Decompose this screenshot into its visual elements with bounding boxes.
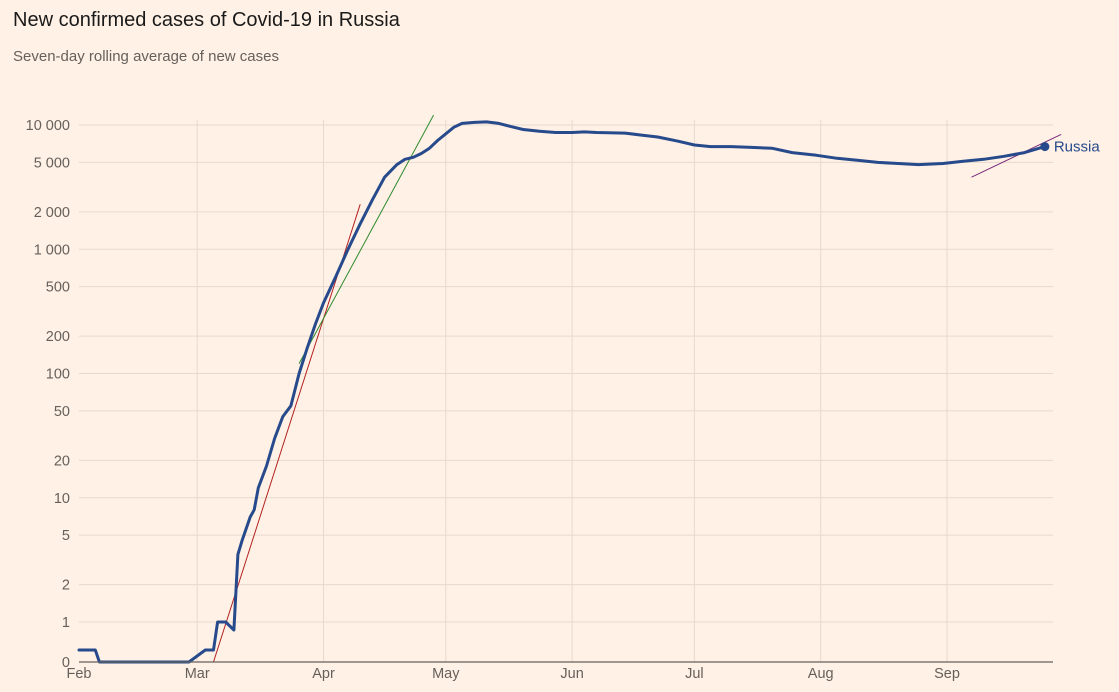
series-lines: Russia xyxy=(77,120,1101,664)
trend-lines xyxy=(213,114,1062,663)
y-tick-label: 1 xyxy=(62,615,70,631)
y-tick-label: 10 xyxy=(54,491,70,507)
trend-line-red xyxy=(213,204,361,663)
series-end-marker xyxy=(1040,142,1050,152)
x-tick-label: May xyxy=(432,666,460,682)
trend-line-green xyxy=(298,114,434,364)
y-tick-label: 10 000 xyxy=(26,118,70,134)
y-tick-label: 0 xyxy=(62,655,70,671)
series-label: Russia xyxy=(1054,139,1101,156)
y-tick-label: 200 xyxy=(46,329,70,345)
series-line xyxy=(77,120,1047,664)
chart-subtitle: Seven-day rolling average of new cases xyxy=(13,48,279,65)
x-tick-label: Aug xyxy=(808,666,834,682)
axis-labels: 0 1 2 5 10 20 50 100 200 500 1 000 2 000 5 000 10 000… xyxy=(26,118,1053,682)
y-tick-label: 2 xyxy=(62,578,70,594)
y-tick-label: 1 000 xyxy=(34,242,70,258)
x-tick-label: Jul xyxy=(685,666,704,682)
x-tick-label: Apr xyxy=(312,666,335,682)
y-tick-label: 5 000 xyxy=(34,155,70,171)
chart-title: New confirmed cases of Covid-19 in Russi… xyxy=(13,9,400,31)
y-tick-label: 2 000 xyxy=(34,205,70,221)
y-tick-label: 50 xyxy=(54,404,70,420)
x-tick-label: Feb xyxy=(67,666,92,682)
grid-lines xyxy=(79,120,1053,663)
y-tick-label: 20 xyxy=(54,453,70,469)
x-tick-label: Jun xyxy=(560,666,583,682)
x-tick-label: Sep xyxy=(934,666,960,682)
trend-line-purple xyxy=(971,133,1062,178)
x-tick-label: Mar xyxy=(185,666,210,682)
y-tick-label: 100 xyxy=(46,367,70,383)
y-tick-label: 500 xyxy=(46,280,70,296)
y-tick-label: 5 xyxy=(62,528,70,544)
